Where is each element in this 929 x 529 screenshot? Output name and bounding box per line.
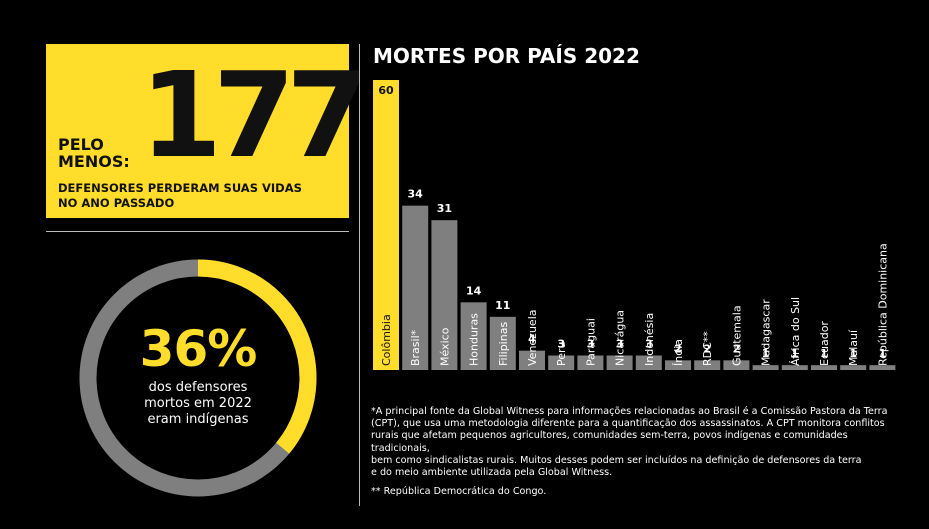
bar-5 (519, 350, 545, 370)
bar-category-label-10: Índia (672, 339, 685, 366)
bar-category-label-2: México (438, 327, 451, 366)
bar-category-label-16: Malauí (847, 329, 860, 366)
headline-prefix-line1: PELO (58, 135, 104, 154)
footnote-drc: ** República Democrática do Congo. (371, 486, 547, 497)
bar-2 (431, 220, 458, 370)
bar-value-label-17: 1 (879, 347, 887, 360)
chart-title: MORTES POR PAÍS 2022 (373, 44, 640, 68)
bar-category-label-1: Brasil* (409, 329, 422, 366)
bar-value-label-6: 3 (557, 338, 565, 351)
bar-6 (548, 355, 575, 370)
donut-caption: dos defensores mortos em 2022 eram indíg… (108, 380, 288, 428)
donut-percent-label: 36% (139, 320, 258, 378)
bar-value-label-16: 1 (849, 347, 857, 360)
bar-4 (489, 316, 516, 370)
donut-caption-line1: dos defensores (148, 380, 248, 395)
headline-box: 177 PELO MENOS: DEFENSORES PERDERAM SUAS… (46, 44, 368, 218)
bar-value-label-0: 60 (378, 84, 394, 97)
bar-category-label-17: República Dominicana (876, 243, 889, 366)
vertical-divider (359, 44, 360, 506)
bar-12 (723, 360, 750, 370)
footnote-brazil-line5: e do meio ambiente utilizada pela Global… (371, 467, 613, 479)
horizontal-divider (46, 231, 349, 232)
headline-caption-line1: DEFENSORES PERDERAM SUAS VIDAS (58, 181, 302, 195)
bar-category-label-8: Nicarágua (614, 310, 627, 366)
bar-3 (460, 302, 487, 370)
donut-highlight-arc (79, 259, 317, 497)
bar-category-label-7: Paraguai (584, 318, 597, 366)
footnote-brazil-line3: rurais que afetam pequenos agricultores,… (371, 430, 848, 454)
bar-category-label-11: RDC** (701, 331, 714, 366)
bar-value-label-15: 1 (820, 347, 828, 360)
bar-9 (635, 355, 662, 370)
bar-category-label-3: Honduras (468, 313, 481, 366)
bar-16 (840, 365, 867, 370)
bar-15 (811, 365, 837, 370)
headline-caption-line2: NO ANO PASSADO (58, 196, 175, 210)
footnote-brazil-line1: *A principal fonte da Global Witness par… (371, 406, 888, 417)
bar-category-label-13: Madagascar (760, 299, 773, 366)
footnote-brazil-line4: bem como sindicalistas rurais. Muitos de… (371, 454, 862, 466)
bar-7 (577, 355, 604, 370)
bar-10 (665, 360, 691, 370)
bar-value-label-11: 2 (703, 342, 711, 355)
bar-11 (694, 360, 721, 370)
bar-value-label-8: 3 (616, 338, 624, 351)
bar-value-label-14: 1 (791, 347, 799, 360)
bar-0 (373, 80, 399, 370)
bar-category-label-4: Filipinas (497, 322, 510, 366)
footnote-brazil: *A principal fonte da Global Witness par… (371, 406, 891, 479)
deaths-by-country-bar-chart: 60Colômbia34Brasil*31México14Honduras11F… (373, 80, 896, 370)
bar-17 (869, 365, 896, 370)
bar-value-label-3: 14 (466, 284, 482, 297)
donut-caption-line2: mortos em 2022 (144, 396, 252, 411)
bar-category-label-9: Indonésia (643, 313, 656, 366)
indigenous-share-donut (79, 259, 317, 497)
bar-category-label-12: Guatemala (730, 305, 743, 366)
bar-14 (781, 365, 808, 370)
headline-number: 177 (140, 46, 368, 184)
bar-category-label-6: Peru (555, 341, 568, 366)
bar-category-label-5: Venezuela (526, 310, 539, 367)
bar-value-label-12: 2 (733, 342, 741, 355)
headline-prefix-line2: MENOS: (58, 152, 130, 171)
bar-8 (606, 355, 633, 370)
bar-value-label-7: 3 (587, 338, 595, 351)
bar-value-label-5: 4 (528, 333, 536, 346)
headline-caption: DEFENSORES PERDERAM SUAS VIDAS NO ANO PA… (58, 181, 343, 211)
donut-caption-line3: eram indígenas (147, 412, 249, 427)
bar-13 (752, 365, 779, 370)
bar-category-label-14: África do Sul (789, 297, 802, 366)
bar-value-label-2: 31 (437, 202, 452, 215)
footnote-brazil-line2: (CPT), que usa uma metodologia diferente… (371, 418, 885, 430)
bar-value-label-10: 2 (674, 342, 682, 355)
bar-value-label-9: 3 (645, 338, 653, 351)
bar-category-label-15: Ecuador (818, 321, 831, 366)
headline-prefix: PELO MENOS: (58, 136, 130, 170)
bar-category-label-0: Colômbia (380, 314, 393, 366)
bar-value-label-4: 11 (495, 299, 510, 312)
bar-value-label-13: 1 (762, 347, 770, 360)
bar-value-label-1: 34 (408, 188, 424, 201)
bar-1 (402, 205, 429, 370)
